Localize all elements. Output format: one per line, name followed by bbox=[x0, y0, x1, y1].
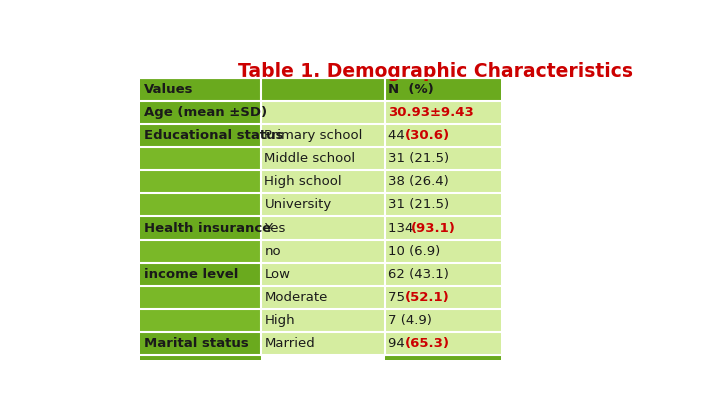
Text: 62 (43.1): 62 (43.1) bbox=[388, 268, 449, 281]
Bar bbox=[140, 332, 261, 355]
Text: Values: Values bbox=[144, 83, 194, 96]
Text: (52.1): (52.1) bbox=[405, 291, 449, 304]
Text: (65.3): (65.3) bbox=[405, 337, 450, 350]
Text: 31 (21.5): 31 (21.5) bbox=[388, 152, 449, 165]
Text: 134: 134 bbox=[388, 222, 418, 234]
Text: Marital status: Marital status bbox=[144, 337, 249, 350]
Bar bbox=[261, 170, 500, 193]
Bar bbox=[261, 193, 500, 216]
Text: Low: Low bbox=[264, 268, 290, 281]
Text: High: High bbox=[264, 314, 295, 327]
Bar bbox=[140, 124, 261, 147]
Bar bbox=[261, 286, 500, 309]
Text: N  (%): N (%) bbox=[388, 83, 434, 96]
Text: Yes: Yes bbox=[264, 222, 286, 234]
Bar bbox=[261, 101, 500, 124]
Text: Table 1. Demographic Characteristics: Table 1. Demographic Characteristics bbox=[238, 62, 634, 81]
Text: Age (mean ±SD): Age (mean ±SD) bbox=[144, 106, 267, 119]
Bar bbox=[140, 78, 500, 101]
Text: Middle school: Middle school bbox=[264, 152, 356, 165]
Bar bbox=[261, 309, 500, 332]
Text: Health insurance: Health insurance bbox=[144, 222, 271, 234]
Bar bbox=[140, 147, 261, 170]
Text: Primary school: Primary school bbox=[264, 129, 363, 142]
Bar bbox=[140, 355, 261, 361]
Bar bbox=[261, 147, 500, 170]
Text: no: no bbox=[264, 245, 281, 258]
Bar bbox=[140, 240, 261, 263]
Text: 94: 94 bbox=[388, 337, 410, 350]
Bar bbox=[140, 170, 261, 193]
Bar bbox=[140, 101, 261, 124]
Text: (30.6): (30.6) bbox=[405, 129, 450, 142]
Text: High school: High school bbox=[264, 175, 342, 188]
Text: 31 (21.5): 31 (21.5) bbox=[388, 198, 449, 211]
Text: 38 (26.4): 38 (26.4) bbox=[388, 175, 449, 188]
Bar bbox=[140, 216, 261, 240]
Bar bbox=[261, 124, 500, 147]
Bar bbox=[140, 193, 261, 216]
Text: University: University bbox=[264, 198, 332, 211]
Bar bbox=[261, 240, 500, 263]
Text: Married: Married bbox=[264, 337, 315, 350]
Text: income level: income level bbox=[144, 268, 238, 281]
Bar bbox=[261, 332, 500, 355]
Text: 30.93±9.43: 30.93±9.43 bbox=[388, 106, 474, 119]
Text: Moderate: Moderate bbox=[264, 291, 328, 304]
Text: 7 (4.9): 7 (4.9) bbox=[388, 314, 432, 327]
Bar bbox=[261, 263, 500, 286]
Bar bbox=[384, 355, 500, 361]
Text: 44: 44 bbox=[388, 129, 410, 142]
Text: (93.1): (93.1) bbox=[411, 222, 456, 234]
Bar bbox=[261, 216, 500, 240]
Bar bbox=[140, 309, 261, 332]
Text: 10 (6.9): 10 (6.9) bbox=[388, 245, 441, 258]
Text: 75: 75 bbox=[388, 291, 410, 304]
Bar bbox=[140, 263, 261, 286]
Bar bbox=[140, 286, 261, 309]
Text: Educational status: Educational status bbox=[144, 129, 284, 142]
